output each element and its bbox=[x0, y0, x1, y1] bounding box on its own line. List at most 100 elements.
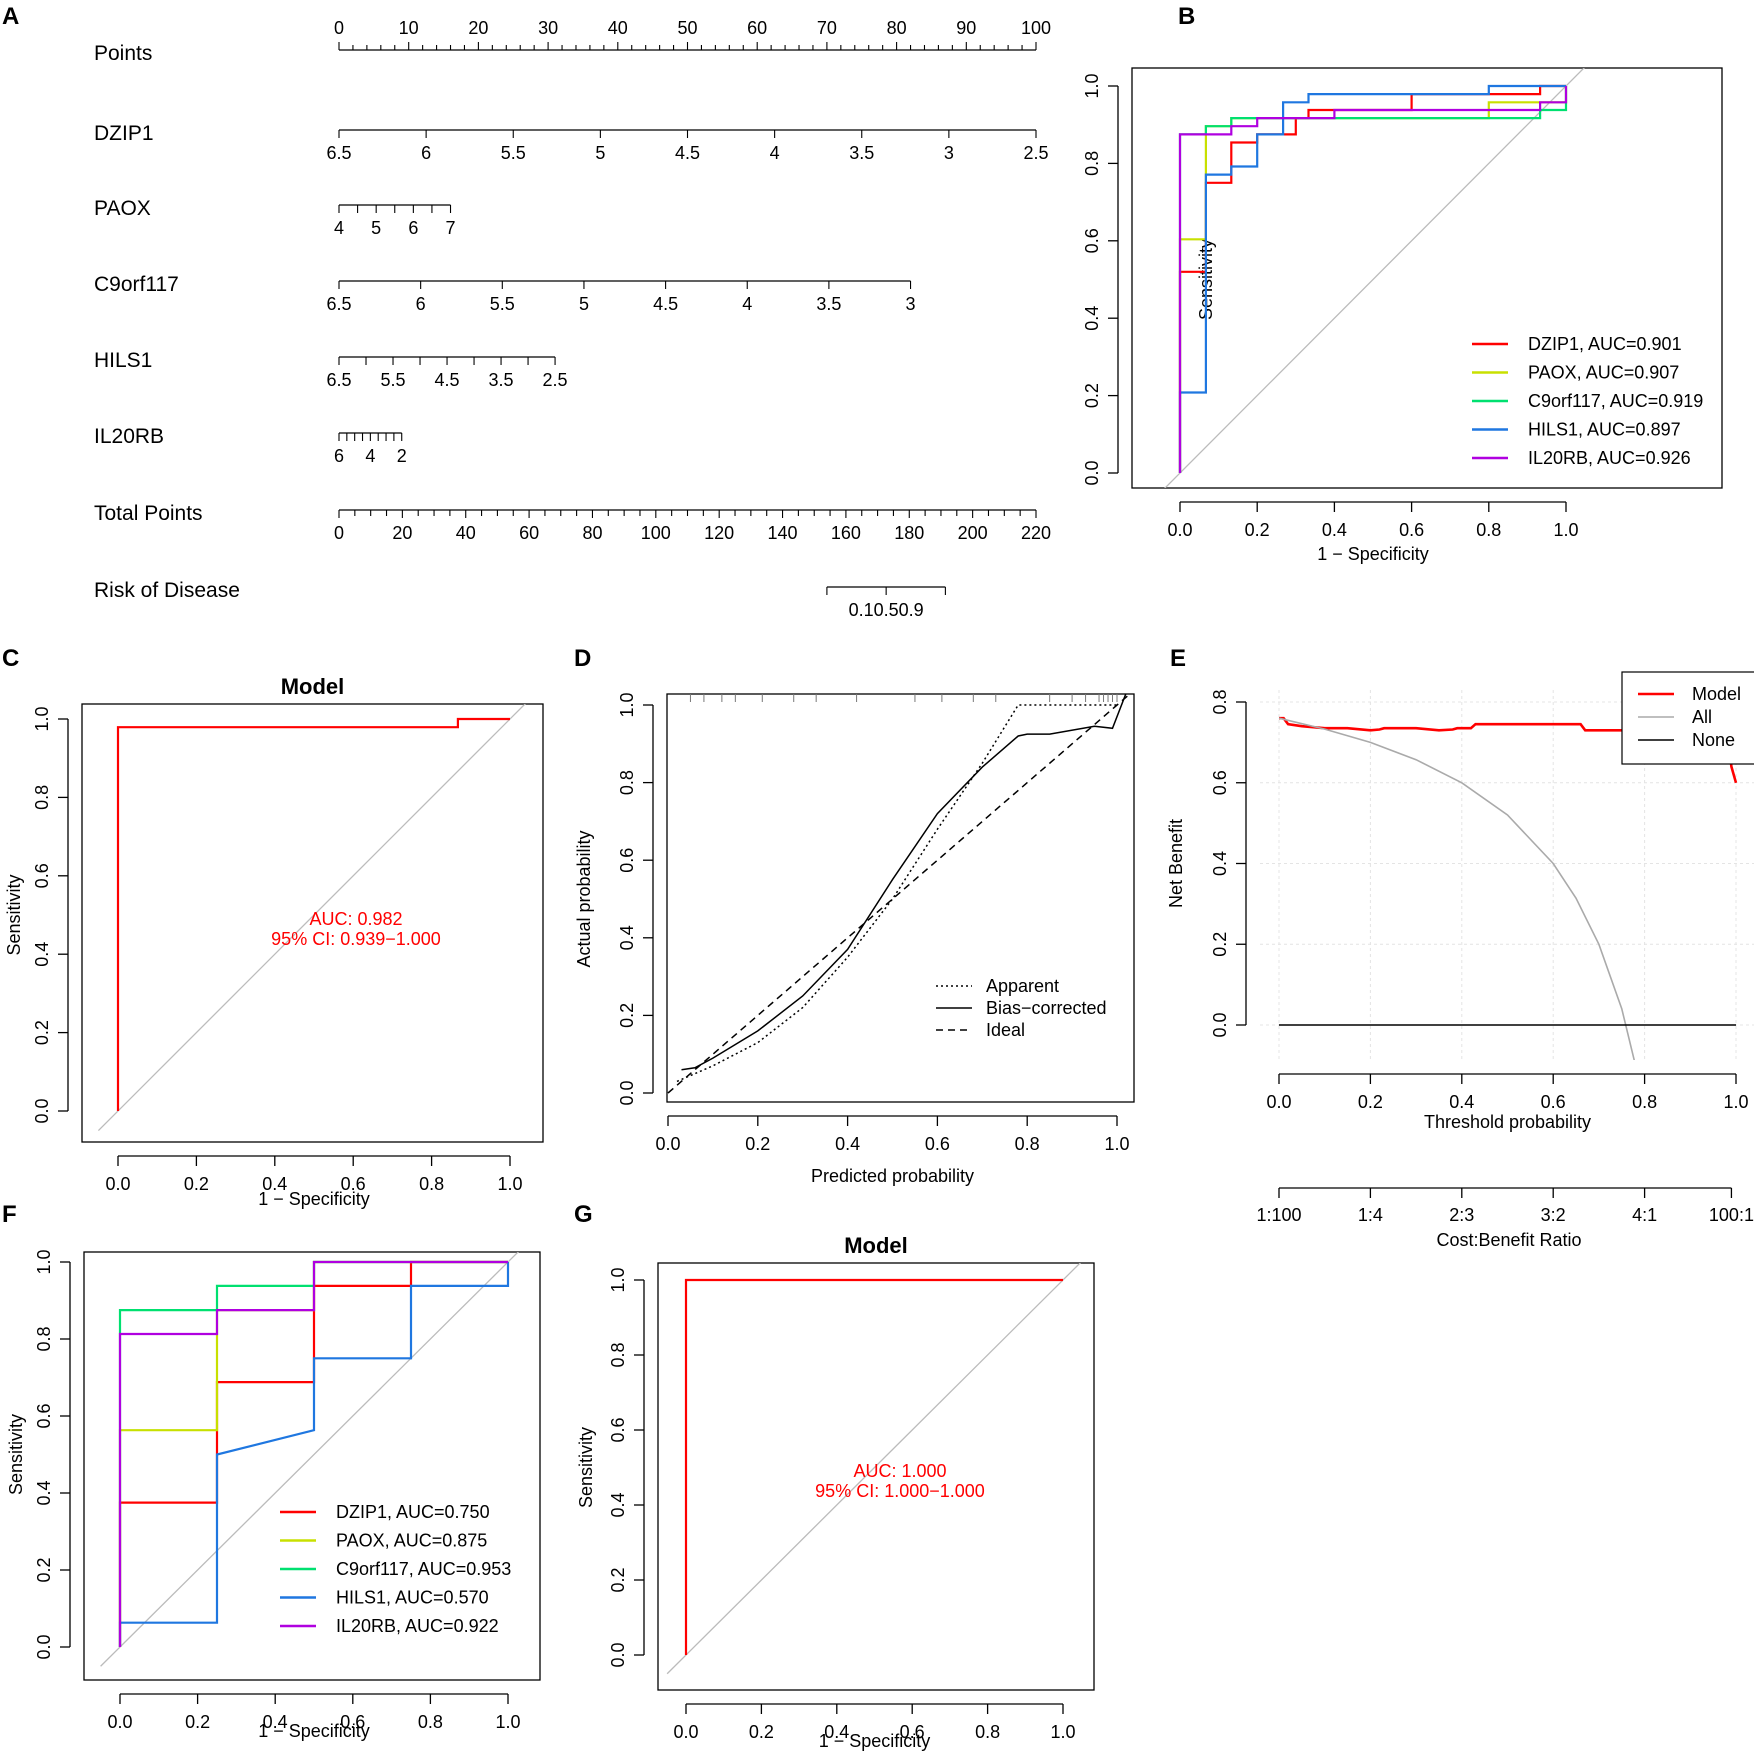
risk-tick-labels: 0.10.50.9 bbox=[849, 600, 924, 620]
row-tick-label: 4 bbox=[742, 294, 752, 314]
total-points-tick-label: 40 bbox=[456, 523, 476, 543]
row-tick-label: 5 bbox=[579, 294, 589, 314]
x-tick-label: 0.2 bbox=[184, 1174, 209, 1194]
total-points-tick-label: 220 bbox=[1021, 523, 1051, 543]
legend-label: C9orf117, AUC=0.953 bbox=[336, 1559, 511, 1579]
panel-label-g: G bbox=[574, 1201, 593, 1228]
legend-label: Apparent bbox=[986, 976, 1059, 996]
series-line-4 bbox=[118, 1260, 508, 1647]
panel-label-f: F bbox=[2, 1201, 17, 1228]
total-points-tick-label: 180 bbox=[894, 523, 924, 543]
series-line-2 bbox=[667, 694, 1131, 1094]
row-label: Risk of Disease bbox=[94, 579, 240, 602]
y-tick-label: 0.8 bbox=[1082, 151, 1102, 176]
points-tick-label: 80 bbox=[887, 18, 907, 38]
y-tick-label: 0.0 bbox=[34, 1634, 54, 1659]
x-tick-label: 0.4 bbox=[262, 1174, 287, 1194]
row-tick-label: 2.5 bbox=[543, 370, 568, 390]
y-axis-title: Actual probability bbox=[574, 830, 594, 967]
x-axis-title: Predicted probability bbox=[811, 1166, 974, 1186]
y-tick-label: 0.6 bbox=[1210, 770, 1230, 795]
y-axis-title: Net Benefit bbox=[1166, 819, 1186, 908]
y-tick-label: 0.8 bbox=[1210, 689, 1230, 714]
row-tick-label: 3.5 bbox=[489, 370, 514, 390]
row-tick-label: 5 bbox=[371, 218, 381, 238]
points-tick-label: 90 bbox=[956, 18, 976, 38]
roc-panel-b: 0.0 0.2 0.4 0.6 0.8 1.0 1 − Specificity 0.0 0.2 0… bbox=[1082, 67, 1723, 564]
x-tick-label: 1.0 bbox=[495, 1712, 520, 1732]
nomogram-panel: Points DZIP1 PAOX C9orf117 HILS1 IL20RB Total … bbox=[94, 18, 1051, 620]
total-points-tick-label: 200 bbox=[958, 523, 988, 543]
x-tick-label: 0.0 bbox=[105, 1174, 130, 1194]
y-tick-label: 0.4 bbox=[617, 925, 637, 950]
x-tick-label: 0.8 bbox=[1632, 1092, 1657, 1112]
row-tick-label: 3.5 bbox=[816, 294, 841, 314]
x-tick-label: 0.0 bbox=[1167, 520, 1192, 540]
plot-area bbox=[666, 1263, 1082, 1675]
points-tick-label: 70 bbox=[817, 18, 837, 38]
legend-label: Ideal bbox=[986, 1020, 1025, 1040]
points-tick-label: 30 bbox=[538, 18, 558, 38]
reference-diagonal bbox=[666, 1263, 1082, 1675]
row-tick-label: 5 bbox=[595, 143, 605, 163]
x-tick-label: 1.0 bbox=[1553, 520, 1578, 540]
auc-annotation: AUC: 0.982 bbox=[309, 909, 402, 929]
y-axis-title: Sensitivity bbox=[6, 1414, 26, 1495]
series-line-0 bbox=[1279, 716, 1738, 784]
x-axis-title: Threshold probability bbox=[1424, 1112, 1591, 1132]
y-tick-label: 0.6 bbox=[32, 863, 52, 888]
y-tick-label: 0.4 bbox=[32, 942, 52, 967]
x-tick-label: 0.8 bbox=[1015, 1134, 1040, 1154]
x-tick-label: 0.6 bbox=[1399, 520, 1424, 540]
legend-label: IL20RB, AUC=0.926 bbox=[1528, 448, 1691, 468]
auc-annotation: AUC: 1.000 bbox=[853, 1461, 946, 1481]
series-line-3 bbox=[1178, 84, 1566, 473]
row-label: HILS1 bbox=[94, 349, 152, 372]
x-tick-label: 1.0 bbox=[1723, 1092, 1748, 1112]
y-tick-label: 0.4 bbox=[608, 1492, 628, 1517]
plot-area bbox=[100, 1252, 520, 1667]
y-tick-label: 0.0 bbox=[1210, 1012, 1230, 1037]
y-tick-label: 0.2 bbox=[1082, 383, 1102, 408]
points-tick-label: 10 bbox=[399, 18, 419, 38]
legend-label: HILS1, AUC=0.897 bbox=[1528, 420, 1681, 440]
x-tick-label: 1.0 bbox=[497, 1174, 522, 1194]
row-tick-label: 6 bbox=[408, 218, 418, 238]
panel-label-e: E bbox=[1170, 645, 1186, 672]
legend-label: All bbox=[1692, 707, 1712, 727]
x-axis-title: 1 − Specificity bbox=[819, 1731, 931, 1751]
legend-label: HILS1, AUC=0.570 bbox=[336, 1588, 489, 1608]
row-label: IL20RB bbox=[94, 425, 164, 448]
y-tick-label: 0.2 bbox=[32, 1020, 52, 1045]
row-tick-label: 6 bbox=[416, 294, 426, 314]
total-points-tick-label: 120 bbox=[704, 523, 734, 543]
secondary-axis-title: Cost:Benefit Ratio bbox=[1436, 1230, 1581, 1250]
x-axis-title: 1 − Specificity bbox=[258, 1189, 370, 1209]
secondary-tick-label: 3:2 bbox=[1541, 1205, 1566, 1225]
x-tick-label: 0.4 bbox=[263, 1712, 288, 1732]
row-tick-label: 4.5 bbox=[675, 143, 700, 163]
y-tick-label: 0.0 bbox=[32, 1098, 52, 1123]
row-tick-label: 4 bbox=[334, 218, 344, 238]
y-tick-label: 0.4 bbox=[34, 1480, 54, 1505]
secondary-tick-label: 1:4 bbox=[1358, 1205, 1383, 1225]
reference-diagonal bbox=[1164, 68, 1585, 488]
total-points-tick-label: 0 bbox=[334, 523, 344, 543]
row-label: DZIP1 bbox=[94, 122, 154, 145]
x-tick-label: 0.6 bbox=[1541, 1092, 1566, 1112]
legend-label: IL20RB, AUC=0.922 bbox=[336, 1616, 499, 1636]
x-tick-label: 0.0 bbox=[673, 1722, 698, 1742]
row-tick-label: 6.5 bbox=[326, 370, 351, 390]
row-tick-label: 5.5 bbox=[490, 294, 515, 314]
y-tick-label: 0.6 bbox=[34, 1403, 54, 1428]
y-tick-label: 0.8 bbox=[617, 770, 637, 795]
y-tick-label: 0.0 bbox=[1082, 460, 1102, 485]
y-axis-title: Sensitivity bbox=[4, 874, 24, 955]
y-tick-label: 0.2 bbox=[34, 1557, 54, 1582]
x-tick-label: 0.4 bbox=[835, 1134, 860, 1154]
series-line-3 bbox=[118, 1262, 510, 1647]
total-points-tick-label: 80 bbox=[582, 523, 602, 543]
x-tick-label: 0.6 bbox=[340, 1712, 365, 1732]
